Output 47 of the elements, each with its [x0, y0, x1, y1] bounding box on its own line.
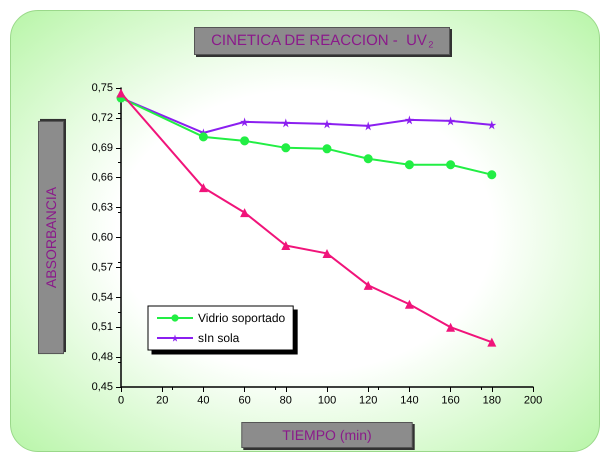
point [364, 154, 373, 164]
point [364, 280, 373, 290]
point [322, 144, 332, 154]
x-tick-label: 180 [482, 394, 501, 406]
y-tick-label: 0,60 [92, 232, 113, 244]
point [404, 115, 414, 124]
y-tick-label: 0,69 [92, 142, 113, 154]
x-tick-label: 200 [524, 394, 542, 406]
y-tick-label: 0,63 [92, 202, 113, 214]
point [281, 143, 290, 152]
point [198, 132, 208, 142]
legend-label: Vidrio soportado [198, 311, 286, 325]
x-tick-label: 160 [441, 394, 460, 406]
y-tick-label: 0,66 [92, 172, 113, 184]
point [404, 160, 414, 170]
x-tick-label: 80 [280, 394, 292, 406]
y-tick-label: 0,45 [92, 381, 113, 393]
point [446, 322, 456, 332]
point [281, 118, 290, 128]
x-tick-label: 0 [118, 394, 124, 406]
point [404, 300, 414, 309]
y-tick-label: 0,54 [92, 291, 113, 304]
point [487, 338, 496, 347]
x-tick-label: 140 [400, 394, 419, 406]
point [322, 248, 332, 258]
legend-label: sIn sola [198, 331, 240, 345]
point [446, 160, 456, 170]
point [281, 240, 290, 250]
y-tick-label: 0,57 [92, 261, 113, 274]
point [487, 170, 496, 180]
x-tick-label: 20 [156, 394, 168, 406]
x-tick-label: 60 [238, 394, 251, 406]
point [240, 117, 250, 126]
point [446, 116, 456, 126]
point [322, 119, 332, 128]
point [240, 208, 250, 218]
point [198, 183, 208, 192]
x-tick-label: 100 [318, 394, 336, 406]
y-axis-title: ABSORBANCIA [43, 186, 59, 288]
x-tick-label: 40 [197, 394, 210, 406]
x-axis-title: TIEMPO (min) [282, 427, 372, 443]
y-tick-label: 0,72 [92, 112, 113, 124]
y-tick-label: 0,75 [92, 82, 113, 94]
x-tick-label: 120 [359, 394, 378, 406]
point [240, 136, 250, 146]
y-tick-label: 0,51 [92, 321, 113, 334]
y-tick-label: 0,48 [92, 351, 113, 364]
